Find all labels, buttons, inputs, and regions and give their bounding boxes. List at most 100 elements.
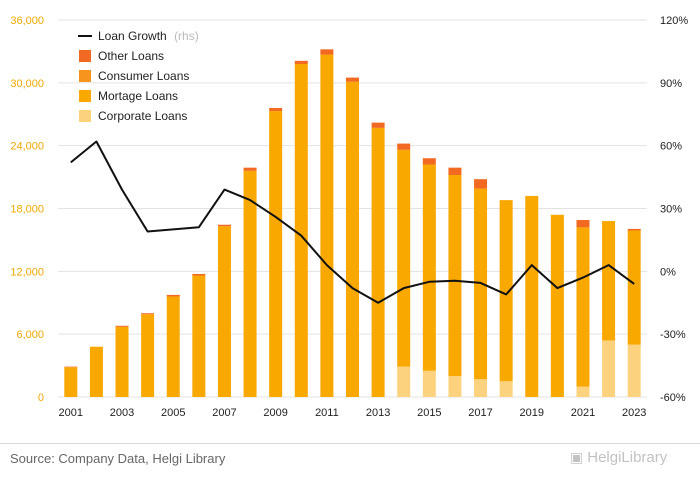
left-tick-label: 36,000 [10, 15, 44, 27]
helgi-library-logo-icon: ▣ [570, 449, 584, 465]
legend-item-other-loans: Other Loans [79, 49, 164, 63]
bar-mortage-loans-2015 [422, 164, 436, 371]
bar-mortage-loans-2009 [269, 111, 283, 397]
bar-other-loans-2004 [141, 313, 155, 315]
right-axis: -60% -30% 0% 30% 60% 90% 120% [660, 15, 688, 404]
bar-other-loans-2014 [397, 143, 411, 150]
legend-item-loan-growth: Loan Growth (rhs) [78, 29, 199, 43]
left-axis: 0 6,000 12,000 18,000 24,000 30,000 36,000 [10, 15, 44, 404]
bar-other-loans-2001 [64, 366, 78, 368]
x-tick-label: 2005 [161, 407, 185, 419]
chart: 0 6,000 12,000 18,000 24,000 30,000 36,000 -60… [10, 15, 688, 419]
right-tick-label: -60% [660, 392, 686, 404]
bar-mortage-loans-2008 [243, 170, 257, 397]
bar-mortage-loans-2020 [550, 214, 564, 397]
legend-item-consumer-loans: Consumer Loans [79, 69, 189, 83]
right-tick-label: 90% [660, 78, 682, 90]
legend-label-loan-growth: Loan Growth (rhs) [98, 29, 199, 43]
left-tick-label: 0 [38, 392, 44, 404]
legend-item-mortage-loans: Mortage Loans [79, 89, 178, 103]
bar-mortage-loans-2002 [89, 346, 103, 397]
bar-other-loans-2017 [474, 179, 488, 189]
left-tick-label: 18,000 [10, 204, 44, 216]
x-tick-label: 2023 [622, 407, 646, 419]
loan-growth-line [70, 140, 635, 304]
x-tick-label: 2019 [520, 407, 544, 419]
bar-mortage-loans-2013 [371, 127, 385, 397]
bar-corporate-loans-2023 [627, 344, 641, 397]
bar-corporate-loans-2021 [576, 386, 590, 397]
x-tick-label: 2017 [468, 407, 492, 419]
bar-group [64, 49, 641, 398]
bar-other-loans-2016 [448, 167, 462, 175]
left-tick-label: 6,000 [16, 329, 44, 341]
bar-mortage-loans-2014 [397, 149, 411, 367]
bar-other-loans-2023 [627, 228, 641, 231]
left-tick-label: 12,000 [10, 266, 44, 278]
brand-label: HelgiLibrary [587, 449, 668, 466]
legend: Loan Growth (rhs) Other Loans Consumer L… [78, 29, 199, 123]
x-tick-label: 2007 [212, 407, 236, 419]
x-tick-label: 2009 [263, 407, 287, 419]
left-tick-label: 30,000 [10, 78, 44, 90]
bar-mortage-loans-2016 [448, 174, 462, 377]
bar-mortage-loans-2006 [192, 275, 206, 397]
bar-other-loans-2003 [115, 325, 129, 327]
bar-mortage-loans-2018 [499, 200, 513, 382]
right-tick-label: 0% [660, 266, 676, 278]
bar-other-loans-2011 [320, 49, 334, 55]
right-tick-label: 60% [660, 141, 682, 153]
bar-corporate-loans-2016 [448, 376, 462, 397]
bar-mortage-loans-2004 [141, 314, 155, 397]
legend-label-other-loans: Other Loans [98, 49, 164, 63]
bar-mortage-loans-2012 [346, 81, 359, 398]
right-tick-label: -30% [660, 329, 686, 341]
bar-other-loans-2005 [166, 294, 180, 297]
bar-other-loans-2021 [576, 220, 590, 228]
x-tick-label: 2011 [315, 407, 339, 419]
x-tick-label: 2021 [571, 407, 595, 419]
legend-label-corporate-loans: Corporate Loans [98, 109, 187, 123]
legend-swatch-other-loans [79, 50, 91, 62]
bar-mortage-loans-2023 [627, 230, 641, 345]
bar-other-loans-2007 [217, 224, 231, 227]
bar-other-loans-2012 [346, 77, 359, 82]
right-tick-label: 120% [660, 15, 688, 27]
bar-other-loans-2015 [422, 158, 436, 165]
bar-corporate-loans-2014 [397, 366, 411, 397]
bar-mortage-loans-2011 [320, 54, 334, 397]
x-tick-label: 2003 [110, 407, 134, 419]
bar-other-loans-2006 [192, 273, 206, 276]
bar-other-loans-2008 [243, 167, 257, 171]
bar-mortage-loans-2021 [576, 227, 590, 387]
bar-mortage-loans-2003 [115, 326, 129, 397]
bar-mortage-loans-2007 [217, 226, 231, 397]
bar-other-loans-2009 [269, 107, 283, 112]
x-tick-label: 2013 [366, 407, 390, 419]
right-tick-label: 30% [660, 204, 682, 216]
footer-divider [0, 443, 700, 444]
bar-mortage-loans-2010 [294, 63, 308, 397]
left-tick-label: 24,000 [10, 141, 44, 153]
legend-item-corporate-loans: Corporate Loans [79, 109, 187, 123]
loan-growth-line-layer [70, 140, 635, 304]
x-tick-label: 2015 [417, 407, 441, 419]
legend-label-mortage-loans: Mortage Loans [98, 89, 178, 103]
bar-mortage-loans-2022 [602, 221, 616, 341]
legend-swatch-consumer-loans [79, 70, 91, 82]
source-note: Source: Company Data, Helgi Library [10, 451, 226, 466]
legend-swatch-mortage-loans [79, 90, 91, 102]
bar-other-loans-2010 [294, 60, 308, 64]
bar-mortage-loans-2001 [64, 367, 78, 397]
bar-mortage-loans-2005 [166, 296, 180, 397]
bar-corporate-loans-2015 [422, 370, 436, 397]
x-tick-label: 2001 [59, 407, 83, 419]
bar-corporate-loans-2022 [602, 340, 616, 397]
bar-mortage-loans-2019 [525, 195, 539, 397]
bar-corporate-loans-2018 [499, 381, 513, 397]
brand[interactable]: ▣ HelgiLibrary [570, 449, 667, 466]
bar-other-loans-2013 [371, 122, 385, 128]
legend-swatch-corporate-loans [79, 110, 91, 122]
x-axis: 2001 2003 2005 2007 2009 2011 2013 2015 2017 2019… [59, 407, 647, 419]
bar-corporate-loans-2017 [474, 379, 488, 397]
